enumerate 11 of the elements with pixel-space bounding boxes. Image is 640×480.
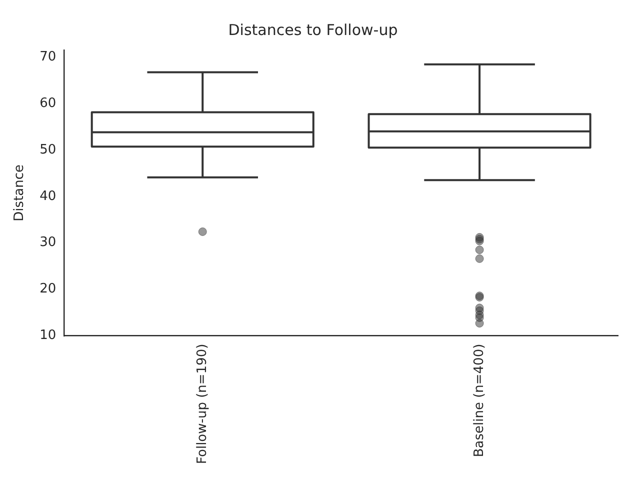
y-tick-label: 30 — [40, 235, 56, 250]
y-tick-label: 60 — [40, 96, 56, 111]
y-tick-label: 50 — [40, 142, 56, 158]
y-tick-label: 20 — [40, 282, 56, 297]
y-tick-label: 40 — [40, 188, 56, 204]
y-tick-label: 10 — [40, 328, 56, 344]
y-tick-label: 70 — [40, 49, 56, 64]
y-axis-title: Distance — [12, 164, 28, 222]
x-tick-label: Baseline (n=400) — [472, 344, 487, 458]
chart-title: Distances to Follow-up — [228, 20, 398, 39]
x-tick-label: Follow-up (n=190) — [194, 344, 210, 464]
